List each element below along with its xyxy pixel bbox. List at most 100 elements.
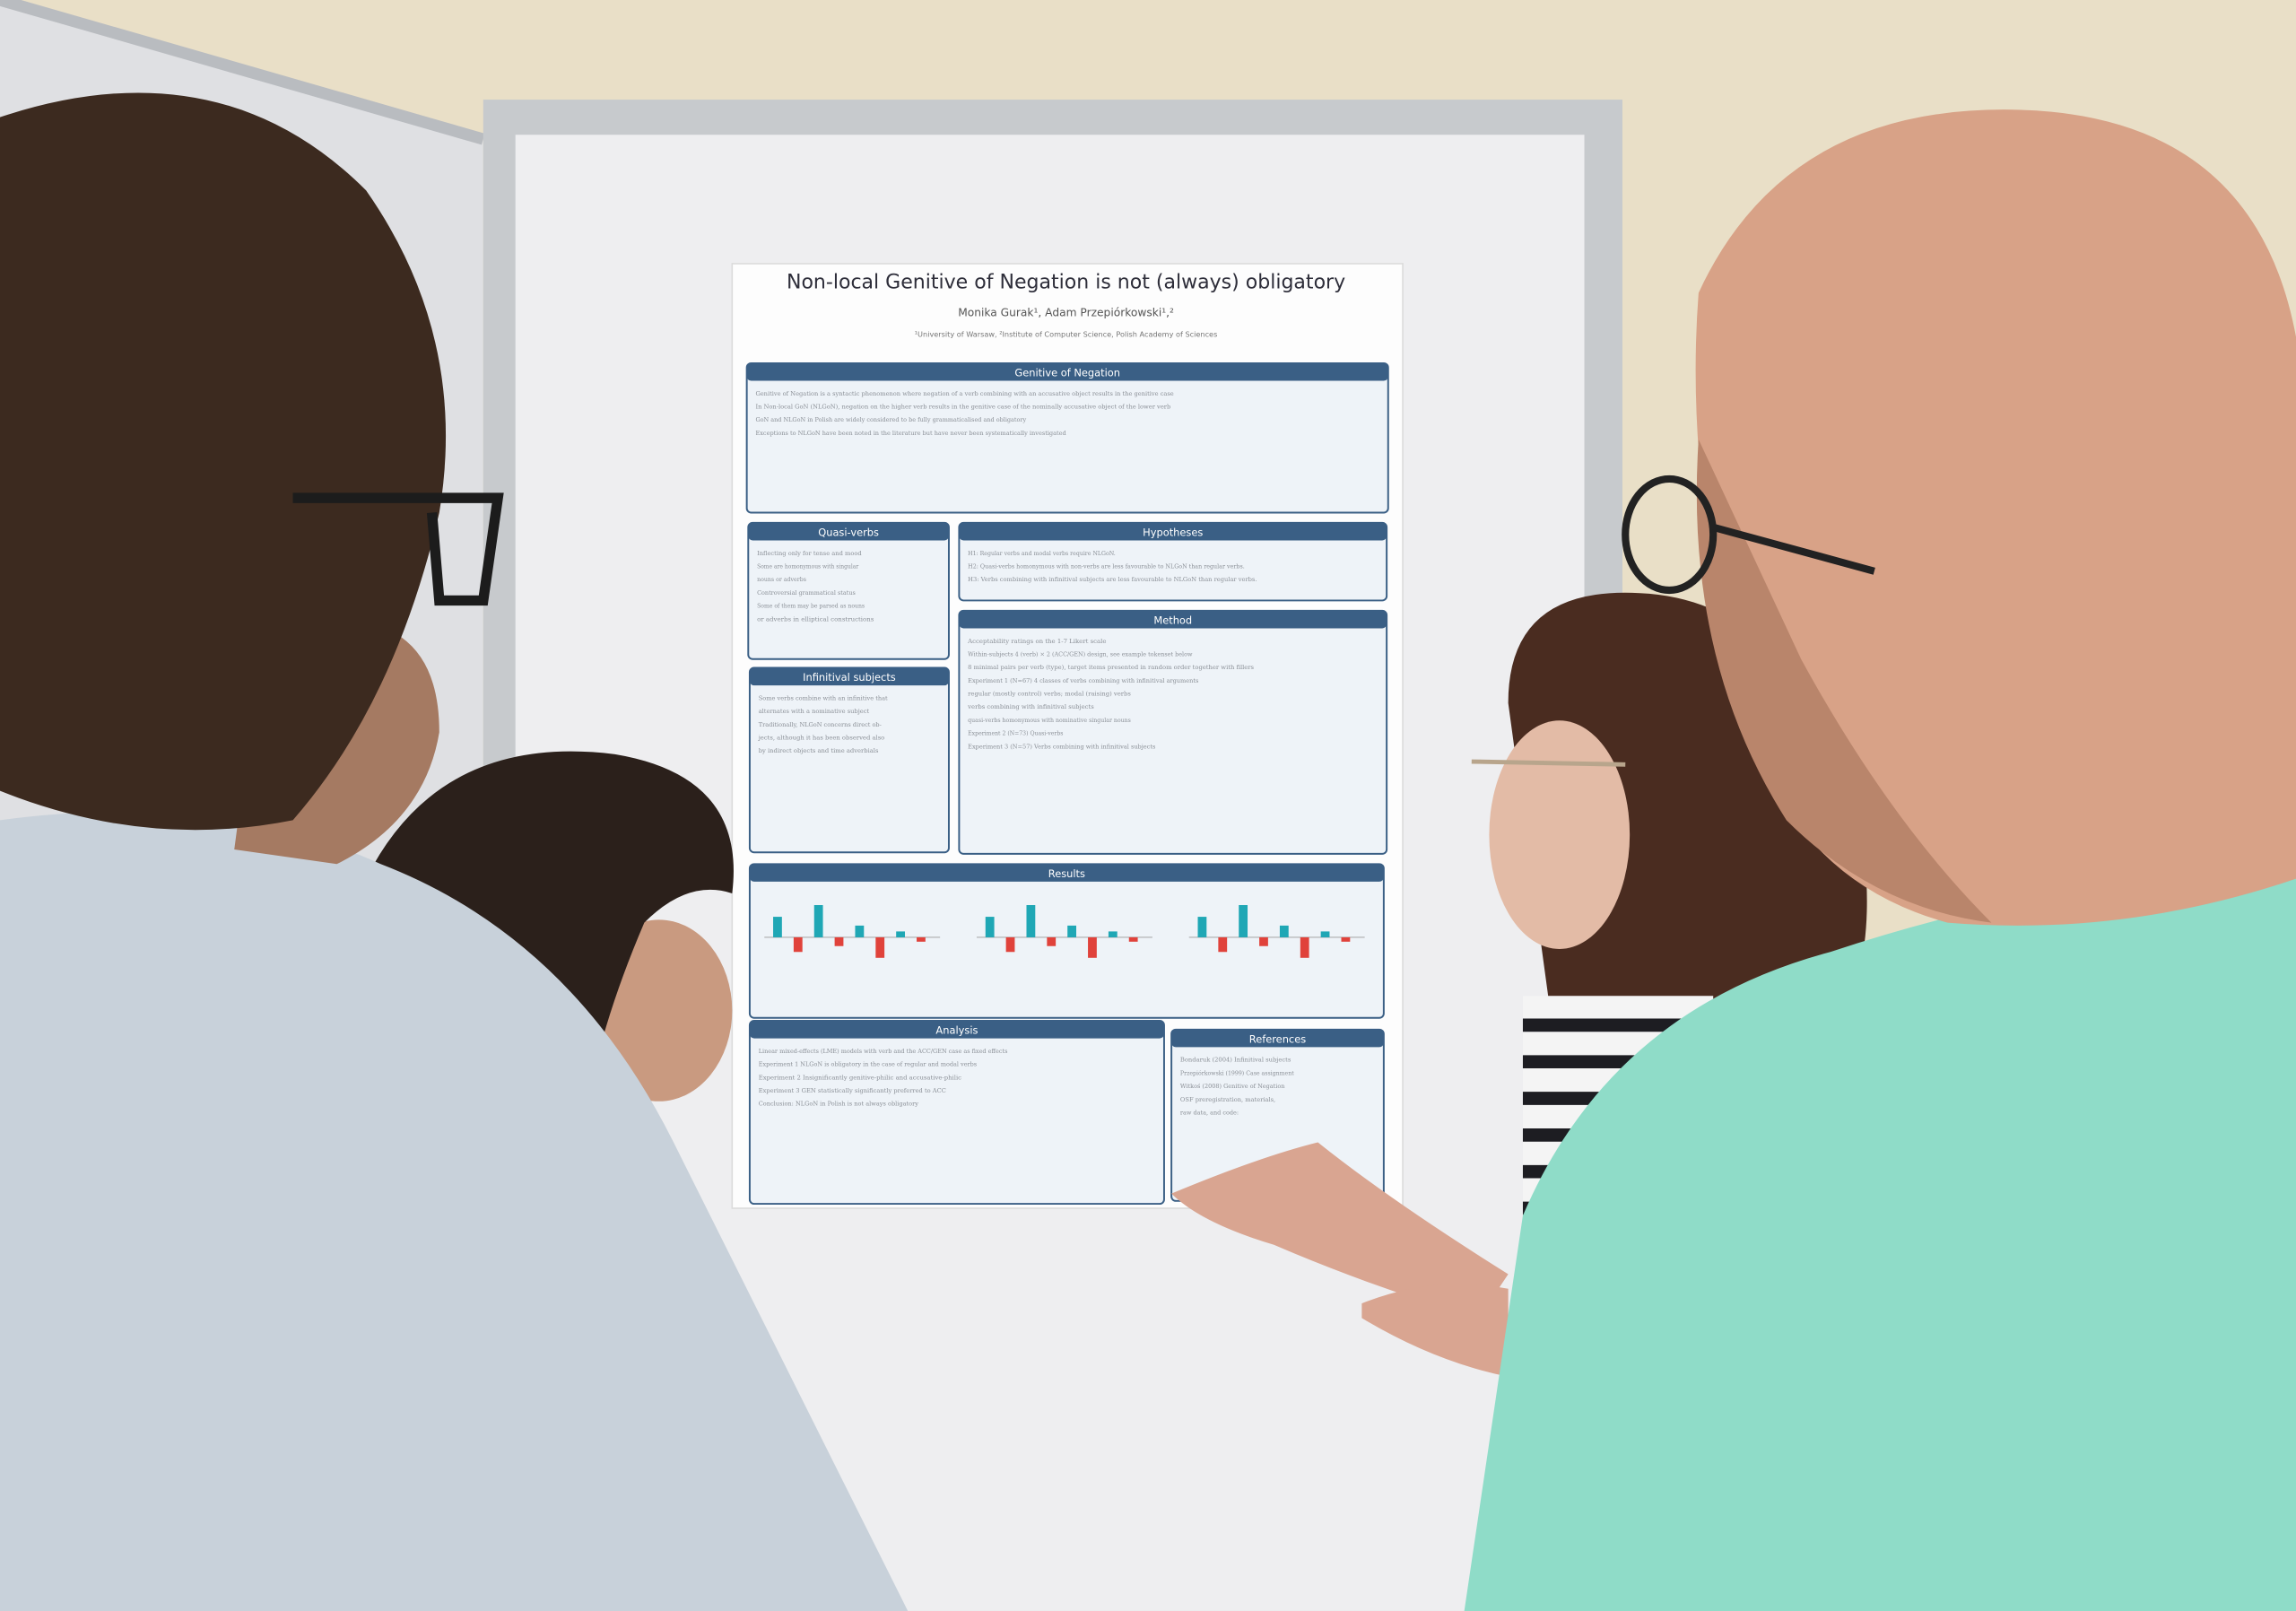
poster-section: Hypotheses H1: Regular verbs and modal ve… <box>958 521 1388 602</box>
section-line: Bondaruk (2004) Infinitival subjects <box>1180 1057 1292 1064</box>
section-line: 8 minimal pairs per verb (type), target … <box>968 664 1254 671</box>
hand <box>1361 1284 1509 1377</box>
hand <box>1171 1142 1509 1319</box>
section-line: Experiment 2 Insignificantly genitive-ph… <box>759 1074 961 1081</box>
plot-bar <box>1067 925 1076 937</box>
section-line: Acceptability ratings on the 1-7 Likert … <box>967 638 1106 645</box>
plot-bar <box>896 931 905 937</box>
plot-bar <box>917 936 926 942</box>
section-line: nouns or adverbs <box>757 576 806 583</box>
plot-bar <box>875 936 885 958</box>
section-header <box>746 362 1388 381</box>
glasses <box>1471 759 1626 767</box>
hair <box>0 92 447 831</box>
plot-bar <box>1128 936 1138 942</box>
plot-bar <box>1341 936 1351 942</box>
section-line: Experiment 1 (N=67) 4 classes of verbs c… <box>968 677 1199 684</box>
section-line: H1: Regular verbs and modal verbs requir… <box>968 550 1116 557</box>
poster-title: Non-local Genitive of Negation is not (a… <box>787 272 1345 294</box>
plot-bar <box>1047 936 1057 946</box>
plot-bar <box>834 936 844 946</box>
section-header <box>1171 1029 1384 1048</box>
glasses <box>1622 475 1718 595</box>
section-box <box>745 361 1389 514</box>
section-line: or adverbs in elliptical constructions <box>757 615 874 623</box>
section-line: quasi-verbs homonymous with nominative s… <box>968 717 1131 724</box>
plot-bar <box>1300 936 1309 958</box>
section-header <box>959 610 1387 629</box>
plot-bar <box>1239 905 1248 937</box>
section-line: Experiment 3 GEN statistically significa… <box>759 1087 946 1094</box>
poster-section: Infinitival subjects Some verbs combine w… <box>748 666 950 854</box>
shirt <box>0 811 909 1611</box>
section-line: Experiment 1 NLGoN is obligatory in the … <box>759 1061 978 1068</box>
side-board-frame <box>0 0 485 145</box>
section-header <box>749 864 1384 882</box>
section-header <box>749 667 949 686</box>
section-heading: Analysis <box>935 1024 978 1037</box>
section-line: H2: Quasi-verbs homonymous with non-verb… <box>968 563 1245 570</box>
beard <box>1696 439 1992 923</box>
face <box>1489 720 1631 949</box>
section-box <box>958 609 1388 855</box>
head <box>1695 109 2296 926</box>
poster-section: Method Acceptability ratings on the 1-7 L… <box>958 609 1388 855</box>
section-line: GoN and NLGoN in Polish are widely consi… <box>755 416 1026 423</box>
plot-bar <box>1026 905 1036 937</box>
section-line: Genitive of Negation is a syntactic phen… <box>755 390 1173 397</box>
section-line: Some verbs combine with an infinitive th… <box>759 694 888 701</box>
section-line: Within-subjects 4 (verb) × 2 (ACC/GEN) d… <box>968 650 1192 657</box>
section-heading: References <box>1249 1032 1306 1045</box>
section-heading: Infinitival subjects <box>803 671 896 684</box>
section-line: alternates with a nominative subject <box>759 708 870 715</box>
section-heading: Hypotheses <box>1143 527 1203 539</box>
plot-bar <box>1259 936 1268 946</box>
section-line: Traditionally, NLGoN concerns direct ob- <box>759 721 883 728</box>
plot-bar <box>793 936 803 953</box>
section-line: Przepiórkowski (1999) Case assignment <box>1180 1069 1294 1076</box>
section-header <box>749 1021 1164 1039</box>
section-header <box>959 522 1387 541</box>
plot-bar <box>1108 931 1118 937</box>
plot-bar <box>855 925 865 937</box>
section-heading: Quasi-verbs <box>818 527 879 539</box>
section-line: verbs combining with infinitival subject… <box>967 703 1094 710</box>
section-line: Controversial grammatical status <box>757 589 856 597</box>
section-line: Exceptions to NLGoN have been noted in t… <box>755 430 1066 437</box>
section-line: Experiment 3 (N=57) Verbs combining with… <box>968 743 1156 750</box>
plot-bar <box>985 917 995 937</box>
plot-bar <box>773 917 782 937</box>
section-line: regular (mostly control) verbs; modal (r… <box>968 691 1131 698</box>
section-line: jects, although it has been observed als… <box>758 735 885 742</box>
section-line: OSF preregistration, materials, <box>1180 1096 1275 1103</box>
plot-bar <box>1005 936 1015 953</box>
section-line: Inflecting only for tense and mood <box>757 550 862 557</box>
shirt <box>1464 864 2296 1611</box>
plot-bar <box>813 905 823 937</box>
section-line: Some of them may be parsed as nouns <box>757 603 865 610</box>
glasses <box>292 492 504 606</box>
plot-bar <box>1279 925 1289 937</box>
poster-section: Genitive of Negation Genitive of Negation… <box>745 361 1389 514</box>
poster-authors: Monika Gurak¹, Adam Przepiórkowski¹,² <box>958 307 1174 319</box>
section-header <box>748 522 949 541</box>
person-right <box>1464 109 2296 1611</box>
section-line: In Non-local GoN (NLGoN), negation on th… <box>755 404 1170 411</box>
section-line: raw data, and code: <box>1180 1109 1239 1116</box>
section-heading: Method <box>1153 614 1192 627</box>
section-line: H3: Verbs combining with infinitival sub… <box>968 576 1257 583</box>
plot-bar <box>1197 917 1207 937</box>
section-line: Conclusion: NLGoN in Polish is not alway… <box>759 1101 918 1108</box>
plot-bar <box>1320 931 1330 937</box>
section-line: Linear mixed-effects (LME) models with v… <box>759 1048 1008 1055</box>
poster-affiliations: ¹University of Warsaw, ²Institute of Com… <box>915 330 1218 339</box>
section-line: by indirect objects and time adverbials <box>759 747 879 754</box>
plot-bar <box>1218 936 1228 953</box>
section-heading: Genitive of Negation <box>1014 367 1120 379</box>
section-line: Some are homonymous with singular <box>757 563 859 570</box>
section-box <box>748 863 1385 1019</box>
glasses-arm <box>1712 523 1875 575</box>
